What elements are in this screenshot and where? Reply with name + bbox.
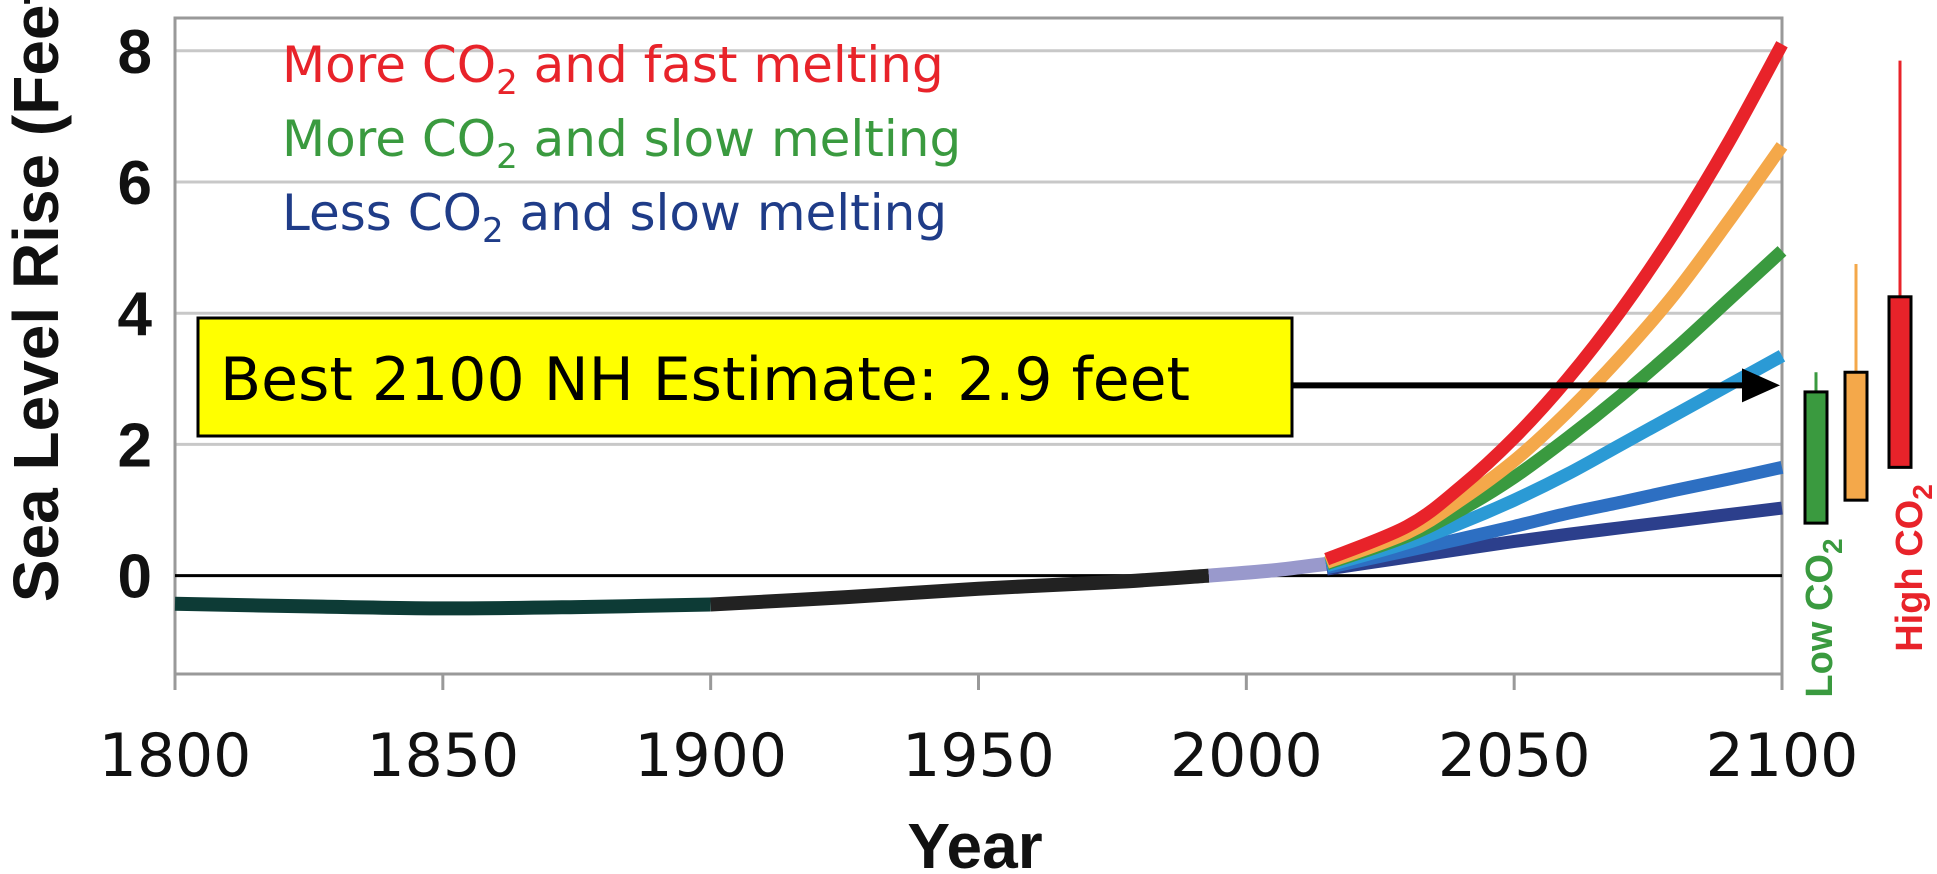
range-box (1887, 295, 1913, 469)
projection-line (1324, 41, 1788, 566)
callout-text: Best 2100 NH Estimate: 2.9 feet (220, 345, 1190, 415)
y-tick-label: 8 (118, 18, 152, 87)
observed-line (1208, 556, 1328, 583)
y-tick-label: 0 (118, 543, 152, 612)
y-tick-label: 6 (118, 149, 152, 218)
legend: More CO2 and fast melting More CO2 and sl… (282, 36, 961, 251)
projection-line (1324, 142, 1788, 569)
x-tick-label: 1850 (366, 721, 519, 791)
y-tick-labels: 0 2 4 6 8 (118, 18, 153, 612)
x-tick-label: 2050 (1438, 721, 1591, 791)
observed-line (710, 568, 1210, 612)
projection-line (1325, 461, 1784, 575)
observed-series (174, 556, 1328, 616)
range-label: Low CO2 (1799, 538, 1848, 697)
x-tick-labels: 1800 1850 1900 1950 2000 2050 2100 (99, 721, 1859, 791)
y-tick-label: 2 (118, 411, 152, 480)
x-axis-title: Year (907, 810, 1042, 874)
callout-box (196, 316, 1294, 438)
legend-item: More CO2 and slow melting (282, 110, 961, 177)
legend-item: Less CO2 and slow melting (282, 184, 947, 251)
observed-line (174, 596, 711, 616)
range-label: High CO2 (1889, 484, 1937, 652)
projection-line (1325, 501, 1783, 576)
legend-item: More CO2 and fast melting (282, 36, 944, 103)
x-tick-label: 2100 (1706, 721, 1859, 791)
x-tick-marks (173, 674, 1784, 690)
projection-series (1324, 41, 1788, 576)
y-axis-title: Sea Level Rise (Feet) (0, 0, 72, 602)
x-tick-label: 1950 (902, 721, 1055, 791)
arrowhead-icon (1742, 368, 1780, 403)
x-tick-label: 1900 (634, 721, 787, 791)
range-bars-2100: Low CO2 High CO2 (1799, 60, 1937, 698)
estimate-callout: Best 2100 NH Estimate: 2.9 feet (196, 316, 1780, 438)
x-tick-label: 1800 (99, 721, 252, 791)
y-tick-label: 4 (118, 280, 153, 349)
range-box (1843, 370, 1869, 502)
x-tick-label: 2000 (1170, 721, 1323, 791)
range-box (1803, 390, 1829, 525)
